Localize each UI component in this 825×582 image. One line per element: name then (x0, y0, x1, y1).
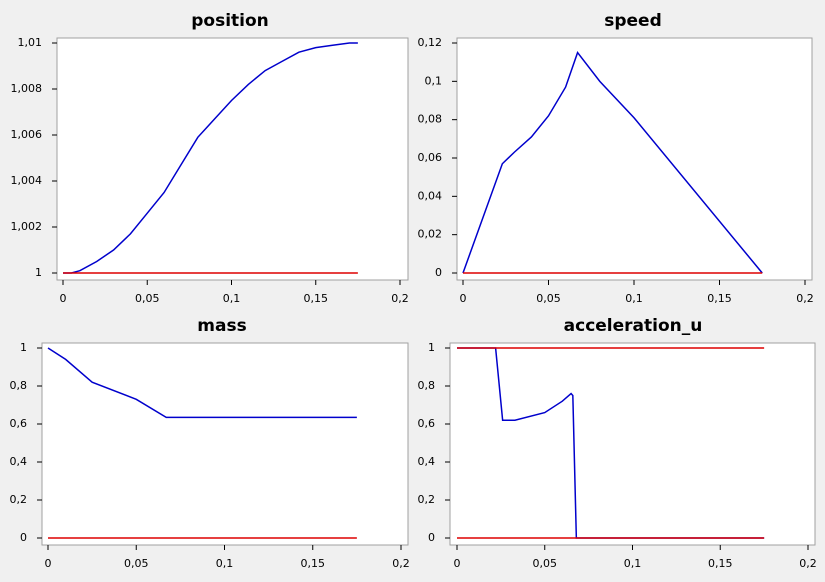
y-tick-label: 0,2 (418, 493, 436, 506)
series-line (63, 42, 358, 274)
y-tick-label: 1,006 (11, 128, 43, 141)
y-tick-label: 0,12 (418, 36, 443, 49)
y-tick-label: 0,06 (418, 151, 443, 164)
chart-title: speed (604, 11, 662, 31)
x-tick-label: 0,05 (135, 292, 160, 305)
y-tick-label: 1,01 (18, 36, 43, 49)
x-tick-label: 0,2 (392, 557, 410, 570)
y-tick-label: 1,008 (11, 82, 43, 95)
y-tick-label: 0 (428, 531, 435, 544)
chart-title: mass (197, 316, 246, 336)
x-tick-label: 0,05 (124, 557, 149, 570)
x-tick-label: 0 (454, 557, 461, 570)
plot-area (56, 37, 409, 281)
x-tick-label: 0,05 (536, 292, 561, 305)
chart-title: acceleration_u (564, 316, 703, 336)
x-tick-label: 0,15 (304, 292, 329, 305)
y-tick-label: 0,2 (10, 493, 28, 506)
y-tick-label: 1 (428, 341, 435, 354)
x-tick-label: 0,2 (799, 557, 817, 570)
x-tick-label: 0,2 (796, 292, 814, 305)
y-tick-label: 0,6 (10, 417, 28, 430)
y-tick-label: 0,1 (425, 74, 443, 87)
y-tick-label: 0,04 (418, 189, 443, 202)
x-tick-label: 0,15 (301, 557, 326, 570)
y-tick-label: 0,08 (418, 113, 443, 126)
plot-area (41, 342, 409, 546)
plot-area (456, 37, 813, 281)
series-line (462, 51, 763, 274)
y-tick-label: 1,002 (11, 220, 43, 233)
y-tick-label: 0 (20, 531, 27, 544)
x-tick-label: 0,05 (533, 557, 558, 570)
y-tick-label: 0,4 (10, 455, 28, 468)
x-tick-label: 0 (45, 557, 52, 570)
y-tick-label: 0,8 (10, 379, 28, 392)
chart-title: position (191, 11, 269, 31)
y-tick-label: 0,8 (418, 379, 436, 392)
x-tick-label: 0,15 (708, 557, 733, 570)
y-tick-label: 1 (35, 266, 42, 279)
y-tick-label: 1,004 (11, 174, 43, 187)
x-tick-label: 0,15 (707, 292, 732, 305)
x-tick-label: 0,2 (391, 292, 409, 305)
x-tick-label: 0 (60, 292, 67, 305)
y-tick-label: 0,02 (418, 228, 443, 241)
y-tick-label: 1 (20, 341, 27, 354)
x-tick-label: 0,1 (223, 292, 241, 305)
series-line (47, 347, 357, 419)
x-tick-label: 0,1 (216, 557, 234, 570)
plot-area (449, 342, 816, 546)
y-tick-label: 0,4 (418, 455, 436, 468)
x-tick-label: 0,1 (624, 557, 642, 570)
x-tick-label: 0 (460, 292, 467, 305)
y-tick-label: 0 (435, 266, 442, 279)
x-tick-label: 0,1 (625, 292, 643, 305)
y-tick-label: 0,6 (418, 417, 436, 430)
series-line (457, 347, 765, 539)
